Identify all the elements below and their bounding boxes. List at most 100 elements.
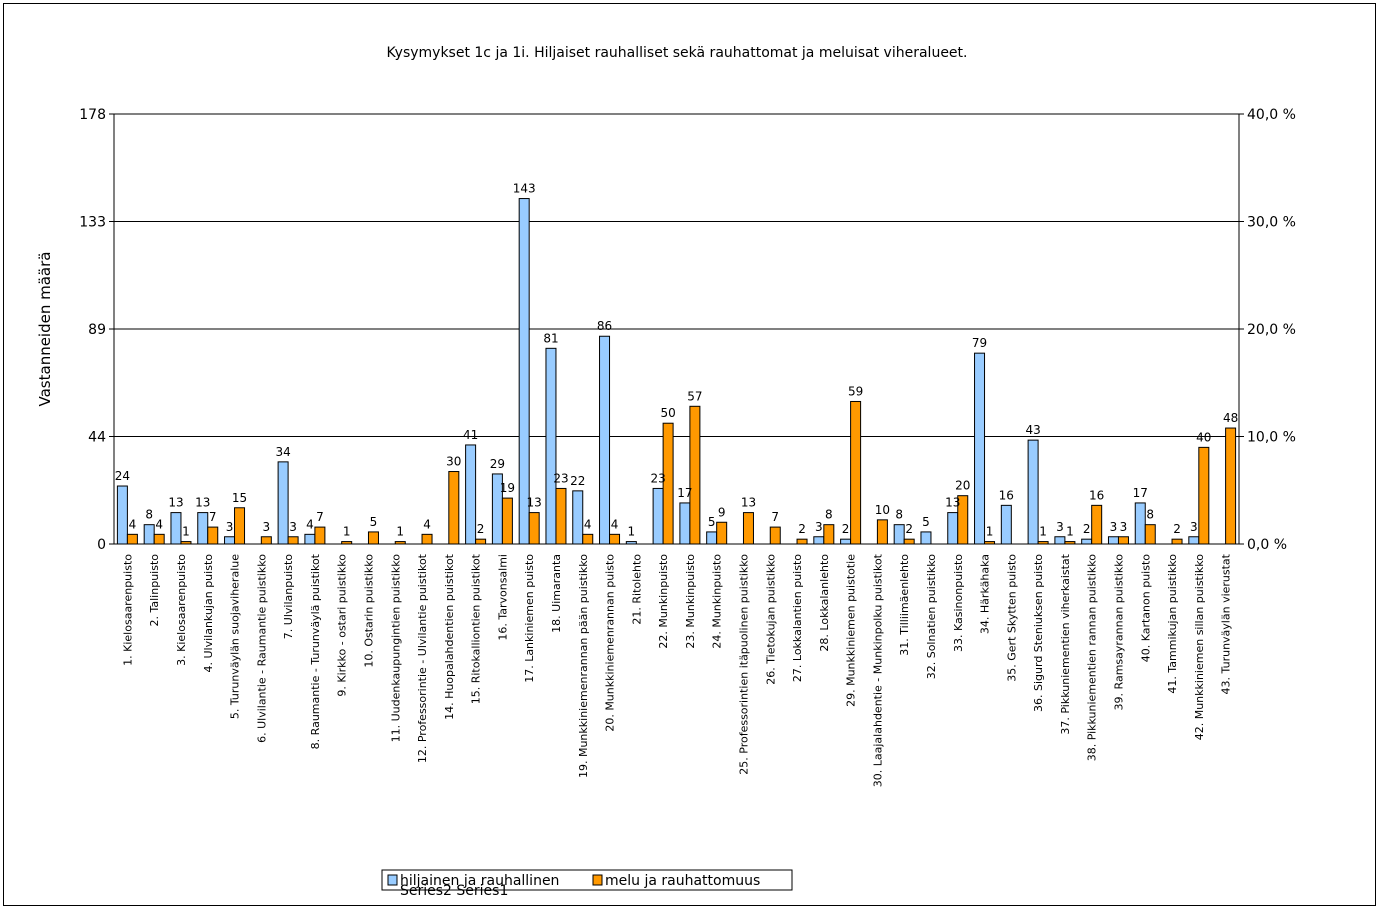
bar-melu	[153, 533, 165, 545]
legend-swatch	[592, 874, 603, 886]
x-tick-label: 15. Ritokalliontien puistikot	[470, 553, 483, 704]
x-tick-label: 29. Munkkiniemen puistotie	[845, 554, 858, 707]
data-label: 3	[289, 520, 297, 534]
bar-hiljainen	[706, 531, 718, 545]
bar-melu	[501, 497, 513, 545]
x-tick-label: 32. Solnatien puistikko	[925, 554, 938, 680]
x-tick-label: 9. Kirkko - ostari puistikko	[336, 554, 349, 697]
x-tick-label: 38. Pikkuniementien rannan puistikko	[1086, 554, 1099, 762]
data-label: 7	[209, 510, 217, 524]
data-label: 13	[741, 496, 756, 510]
bar-hiljainen	[652, 487, 664, 545]
bar-melu	[796, 538, 808, 545]
chart-frame: Kysymykset 1c ja 1i. Hiljaiset rauhallis…	[3, 3, 1376, 906]
bar-melu	[850, 400, 862, 545]
data-label: 79	[972, 336, 987, 350]
bar-melu	[207, 526, 219, 545]
x-tick-label: 19. Munkkiniemenrannan pään puistikko	[577, 554, 590, 778]
data-label: 2	[798, 522, 806, 536]
bar-melu	[555, 487, 567, 545]
bar-melu	[903, 538, 915, 545]
data-label: 3	[226, 520, 234, 534]
data-label: 41	[463, 428, 478, 442]
bar-hiljainen	[1188, 536, 1200, 545]
bar-melu	[689, 405, 701, 545]
bar-hiljainen	[599, 335, 611, 545]
chart-svg: Kysymykset 1c ja 1i. Hiljaiset rauhallis…	[36, 45, 1296, 899]
bar-melu	[126, 533, 138, 545]
bar-hiljainen	[170, 512, 182, 545]
bar-hiljainen	[974, 352, 986, 545]
x-tick-label: 31. Tilliimäenlehto	[898, 554, 911, 656]
bar-melu	[609, 533, 621, 545]
y2-tick-label: 10,0 %	[1247, 430, 1296, 446]
data-label: 3	[815, 520, 823, 534]
legend-swatch	[387, 874, 398, 886]
data-label: 1	[1066, 525, 1074, 539]
bar-melu	[1171, 538, 1183, 545]
y2-tick-label: 0,0 %	[1247, 537, 1287, 553]
data-label: 2	[842, 522, 850, 536]
x-tick-label: 24. Munkinpuisto	[711, 554, 724, 649]
data-label: 8	[895, 508, 903, 522]
x-tick-label: 5. Turunväylän suojaviheralue	[229, 554, 242, 719]
y-axis-label: Vastanneiden määrä	[36, 252, 54, 407]
data-label: 1	[396, 525, 404, 539]
x-tick-label: 27. Lokkalantien puisto	[791, 554, 804, 682]
data-label: 48	[1223, 411, 1238, 425]
data-label: 22	[570, 474, 585, 488]
x-tick-label: 30. Laajalahdentie - Munkinpolku puistik…	[871, 553, 884, 787]
data-label: 7	[771, 510, 779, 524]
y-tick-label: 178	[79, 107, 106, 123]
x-tick-label: 40. Kartanon puisto	[1139, 554, 1152, 663]
data-label: 3	[1190, 520, 1198, 534]
data-label: 3	[1110, 520, 1118, 534]
legend-label: melu ja rauhattomuus	[605, 873, 760, 889]
x-tick-label: 3. Kielosaarenpuisto	[175, 554, 188, 666]
data-label: 7	[316, 510, 324, 524]
bar-hiljainen	[518, 198, 530, 545]
data-label: 2	[477, 522, 485, 536]
data-label: 20	[955, 479, 970, 493]
data-label: 86	[597, 319, 612, 333]
data-label: 8	[145, 508, 153, 522]
bar-hiljainen	[893, 524, 905, 545]
bar-melu	[260, 536, 272, 545]
y2-tick-label: 30,0 %	[1247, 215, 1296, 231]
bar-melu	[314, 526, 326, 545]
x-tick-label: 1. Kielosaarenpuisto	[121, 554, 134, 666]
data-label: 4	[155, 517, 163, 531]
bar-hiljainen	[1054, 536, 1066, 545]
x-tick-label: 37. Pikkuniementien viherkaistat	[1059, 553, 1072, 734]
bar-hiljainen	[1107, 536, 1119, 545]
bar-hiljainen	[1000, 504, 1012, 545]
bar-hiljainen	[277, 461, 289, 545]
x-tick-label: 33. Kasinonpuisto	[952, 554, 965, 652]
data-label: 143	[513, 182, 536, 196]
bars	[116, 198, 1237, 545]
data-label: 43	[1025, 423, 1040, 437]
x-tick-label: 12. Professorintie - Ulvilantie puistiko…	[416, 553, 429, 763]
bar-melu	[716, 521, 728, 545]
y-tick-label: 89	[88, 322, 106, 338]
x-tick-label: 2. Talinpuisto	[148, 554, 161, 627]
x-tick-label: 35. Gert Skytten puisto	[1005, 554, 1018, 682]
bar-hiljainen	[1134, 502, 1146, 545]
data-label: 1	[628, 525, 636, 539]
bar-melu	[448, 471, 460, 545]
bar-hiljainen	[920, 531, 932, 545]
x-tick-label: 41. Tammikujan puistikko	[1166, 554, 1179, 694]
data-label: 15	[232, 491, 247, 505]
bar-melu	[475, 538, 487, 545]
bar-melu	[421, 533, 433, 545]
bar-hiljainen	[545, 347, 557, 545]
bar-hiljainen	[1081, 538, 1093, 545]
bar-hiljainen	[679, 502, 691, 545]
bar-melu	[287, 536, 299, 545]
y2-tick-label: 20,0 %	[1247, 322, 1296, 338]
bar-melu	[769, 526, 781, 545]
data-label: 34	[275, 445, 290, 459]
data-label: 23	[650, 471, 665, 485]
x-tick-label: 22. Munkinpuisto	[657, 554, 670, 649]
bar-melu	[582, 533, 594, 545]
